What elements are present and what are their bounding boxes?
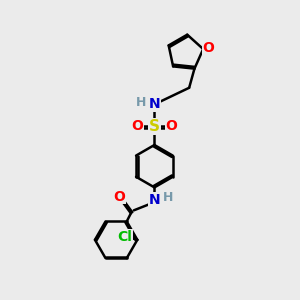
Text: Cl: Cl xyxy=(118,230,132,244)
Text: H: H xyxy=(163,191,173,204)
Text: O: O xyxy=(131,119,143,134)
Text: O: O xyxy=(202,40,214,55)
Text: S: S xyxy=(149,119,160,134)
Text: H: H xyxy=(136,95,146,109)
Text: O: O xyxy=(114,190,126,203)
Text: N: N xyxy=(148,193,160,207)
Text: O: O xyxy=(166,119,177,134)
Text: N: N xyxy=(148,98,160,111)
